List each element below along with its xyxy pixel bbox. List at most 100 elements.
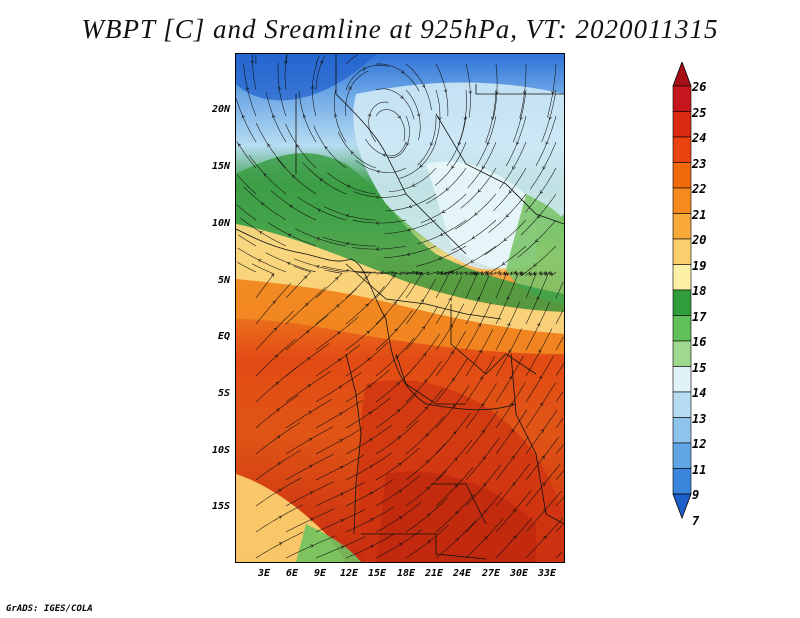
streamline: [417, 219, 467, 245]
streamline: [315, 269, 343, 299]
streamline-arrow: [468, 90, 473, 95]
streamline: [375, 502, 422, 533]
streamline-arrow: [533, 263, 537, 267]
streamline-arrow: [310, 544, 314, 548]
streamline: [435, 439, 473, 481]
streamline: [327, 172, 377, 195]
colorbar-label: 26: [692, 80, 707, 94]
streamline-arrow: [392, 274, 396, 278]
streamline: [315, 316, 359, 351]
streamline: [237, 204, 257, 221]
streamline: [315, 55, 320, 65]
lon-tick-label: 33E: [537, 568, 557, 579]
streamline: [345, 424, 392, 455]
streamline-arrow: [539, 190, 544, 194]
streamline-arrow: [421, 84, 426, 88]
streamline: [555, 310, 563, 325]
streamline: [294, 228, 347, 247]
streamline-arrow: [337, 358, 342, 362]
streamline: [512, 89, 527, 143]
streamline-arrow: [303, 275, 307, 280]
streamline-arrow: [368, 438, 373, 442]
streamline: [405, 89, 421, 141]
streamline-arrow: [304, 303, 309, 307]
streamline: [555, 281, 564, 299]
streamline-arrow: [368, 411, 372, 415]
streamline: [495, 517, 533, 559]
streamline-arrow: [397, 462, 402, 467]
streamline: [236, 98, 257, 143]
streamline-arrow: [470, 259, 474, 263]
streamline-arrow: [369, 491, 374, 496]
streamline-arrow: [278, 542, 283, 546]
streamline-arrow: [474, 272, 478, 276]
streamline-arrow: [250, 59, 255, 64]
colorbar: [672, 62, 692, 520]
streamline: [525, 518, 563, 559]
streamline-arrow: [542, 508, 547, 513]
streamline-arrow: [309, 464, 313, 469]
streamline-arrow: [270, 273, 275, 277]
streamline: [495, 382, 526, 429]
colorbar-swatch: [672, 468, 692, 495]
streamline: [525, 409, 558, 455]
streamline: [519, 64, 527, 118]
lon-tick-label: 21E: [424, 568, 444, 579]
streamline-arrow: [477, 323, 482, 327]
streamline-arrow: [508, 349, 512, 353]
streamline-arrow: [336, 331, 341, 335]
streamline-arrow: [274, 354, 278, 359]
streamline-arrow: [370, 545, 374, 549]
streamline: [251, 263, 275, 299]
colorbar-swatch: [672, 442, 692, 469]
streamline: [345, 286, 385, 325]
streamline: [435, 330, 466, 377]
streamline: [285, 315, 328, 351]
streamline: [525, 301, 551, 351]
streamline-arrow: [512, 509, 517, 513]
streamline: [465, 464, 502, 507]
colorbar-swatch: [672, 162, 692, 189]
streamline-arrow: [491, 116, 495, 121]
streamline-arrow: [540, 429, 544, 433]
streamline: [302, 162, 347, 195]
colorbar-swatch: [672, 289, 692, 316]
streamline: [541, 89, 557, 143]
streamline-arrow: [367, 384, 372, 389]
streamline: [352, 191, 407, 198]
streamline-arrow: [273, 327, 277, 332]
streamline: [465, 518, 504, 559]
streamline: [465, 383, 497, 429]
streamline: [435, 466, 474, 507]
streamline: [525, 436, 559, 481]
streamline-arrow: [507, 322, 511, 327]
streamline-arrow: [340, 492, 344, 496]
streamline: [345, 271, 372, 299]
streamline-arrow: [543, 535, 547, 539]
streamline-arrow: [319, 178, 324, 182]
streamline: [337, 131, 377, 169]
streamline-arrow: [364, 276, 368, 280]
streamline: [375, 282, 411, 325]
streamline-arrow: [258, 259, 262, 263]
streamline: [465, 275, 490, 325]
streamline-arrow: [345, 241, 350, 246]
streamline-arrow: [450, 351, 454, 355]
streamline-arrow: [419, 272, 423, 276]
streamline: [385, 193, 437, 212]
streamline-arrow: [512, 482, 516, 486]
colorbar-label: 20: [692, 233, 707, 247]
streamline: [322, 236, 376, 247]
lon-tick-label: 6E: [285, 568, 299, 579]
streamline: [525, 274, 549, 325]
lon-tick-label: 3E: [257, 568, 271, 579]
streamline-arrow: [407, 227, 411, 232]
streamline: [455, 193, 497, 230]
streamline-arrow: [395, 355, 399, 359]
streamline: [285, 266, 312, 299]
streamline-arrow: [474, 212, 478, 216]
streamline-arrow: [375, 195, 380, 199]
streamline: [435, 276, 462, 325]
streamline-arrow: [277, 86, 282, 90]
streamline-arrow: [346, 185, 351, 189]
